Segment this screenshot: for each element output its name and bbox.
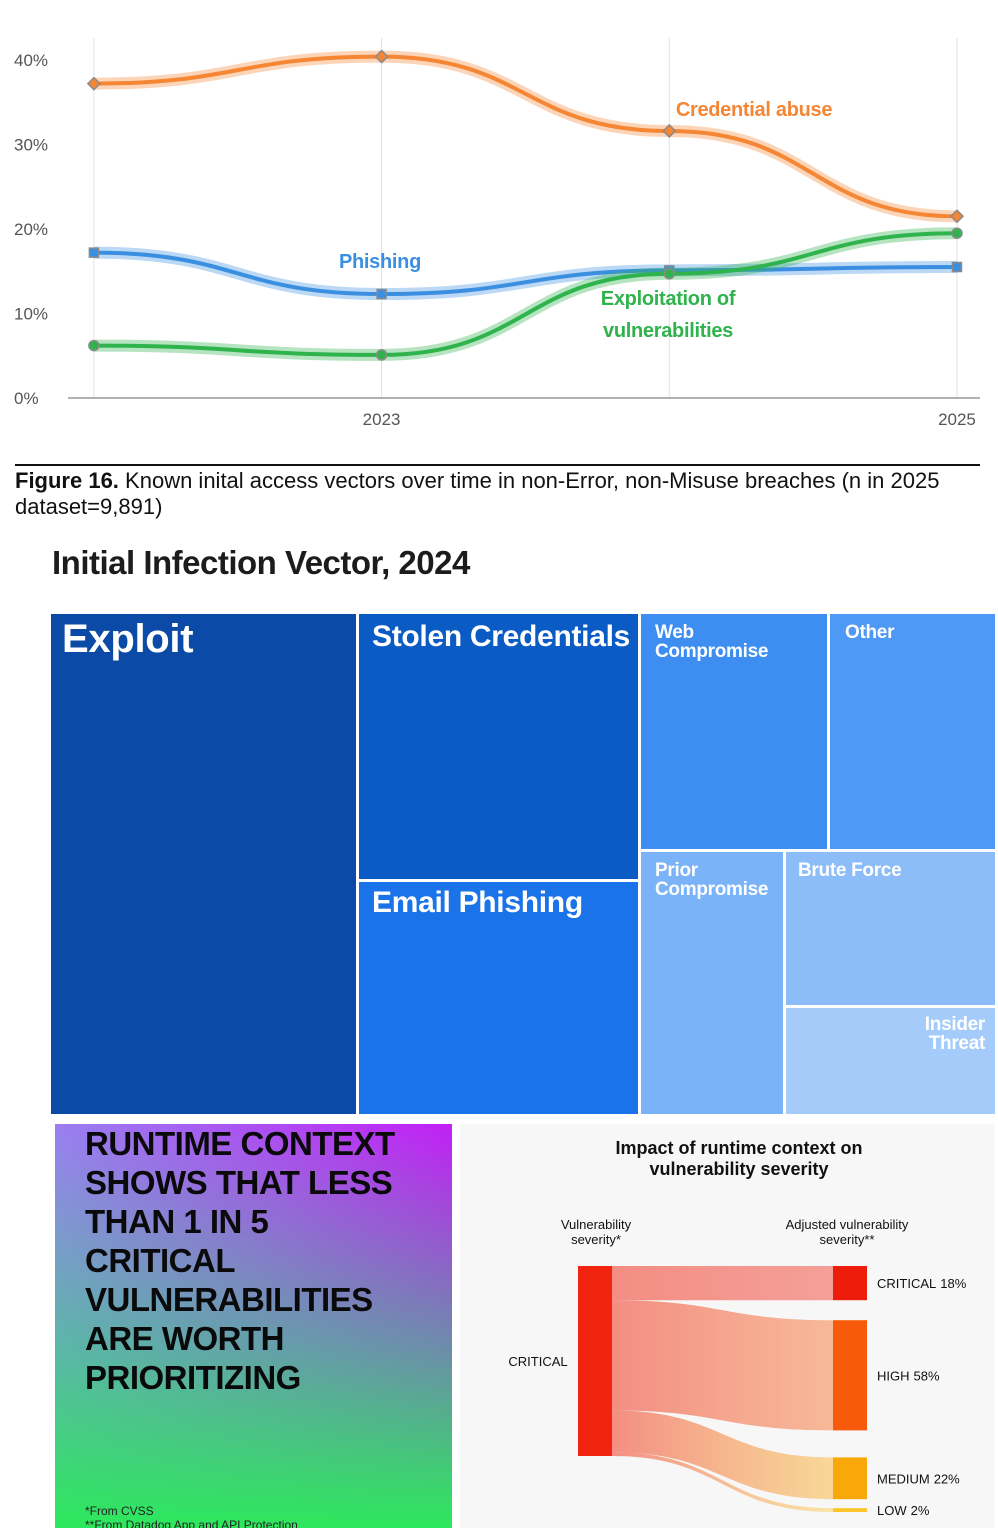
target-node [833,1266,867,1301]
value-label: 2% [911,1503,930,1518]
value-label: 22% [934,1471,960,1486]
line-band [93,50,957,223]
marker [375,349,388,361]
target-node [833,1457,867,1500]
category-label: Other [845,622,895,643]
chart-title: Initial Infection Vector, 2024 [52,544,470,581]
marker [951,261,963,273]
treemap-cell [359,882,638,1114]
treemap-cell [641,852,783,1114]
marker [662,123,677,139]
marker [88,339,100,352]
target-node [833,1320,867,1431]
marker [88,247,100,258]
marker [949,209,965,224]
footnote: **From Datadog App and API Protection [85,1518,298,1528]
y-tick-label: 20% [14,220,48,239]
category-label: Web Compromise [655,622,769,662]
category-label: HIGH [877,1368,910,1383]
line-band [93,246,957,301]
footnote: *From CVSS [85,1504,154,1518]
marker [663,268,676,280]
treemap-cell [786,1008,995,1114]
category-label: Exploit [62,617,194,661]
line [93,250,957,297]
treemap-cell [641,614,827,849]
marker [86,76,101,91]
line [93,54,957,219]
caption-label: Figure 16. [15,468,119,493]
treemap-cell [359,614,638,879]
flow [612,1300,833,1431]
flow [612,1266,833,1301]
target-label: MEDIUM 22% [877,1471,960,1486]
category-label: CRITICAL [877,1276,936,1291]
target-label: LOW 2% [877,1503,930,1518]
target-node [833,1508,867,1512]
column-header: Adjusted vulnerability severity** [785,1217,909,1247]
marker [374,49,389,64]
headline: RUNTIME CONTEXT SHOWS THAT LESS THAN 1 I… [85,1125,395,1396]
category-label: Prior Compromise [655,860,769,900]
treemap-cell [51,614,356,1114]
series-label: Phishing [338,251,422,273]
flow [612,1410,833,1500]
category-label: LOW [877,1503,907,1518]
marker [376,288,387,300]
y-tick-label: 10% [14,304,48,323]
category-label: Brute Force [798,860,902,881]
value-label: 18% [940,1276,966,1291]
target-label: HIGH 58% [877,1368,940,1383]
target-label: CRITICAL 18% [877,1276,967,1291]
category-label: MEDIUM [877,1471,930,1486]
category-label: Insider Threat [924,1014,986,1054]
source-label: CRITICAL [508,1354,567,1369]
y-tick-label: 40% [14,51,48,70]
caption-text: Known inital access vectors over time in… [15,468,940,519]
x-tick-label: 2023 [363,410,401,429]
category-label: Stolen Credentials [372,620,630,653]
series-label: Exploitation of vulnerabilities [600,288,736,342]
chart-title: Impact of runtime context on vulnerabili… [615,1138,863,1179]
headline-panel: RUNTIME CONTEXT SHOWS THAT LESS THAN 1 I… [55,1124,452,1528]
category-label: Email Phishing [372,886,583,919]
source-node [578,1266,612,1456]
marker [951,227,963,239]
caption: Figure 16. Known inital access vectors o… [15,468,975,520]
value-label: 58% [914,1368,940,1383]
series-label: Credential abuse [675,99,833,121]
treemap-cell [786,852,995,1005]
y-tick-label: 0% [14,389,39,408]
y-tick-label: 30% [14,135,48,154]
flow [612,1452,833,1512]
column-header: Vulnerability severity* [560,1217,632,1247]
x-tick-label: 2025 [938,410,976,429]
treemap-cell [830,614,995,849]
line [93,231,957,357]
